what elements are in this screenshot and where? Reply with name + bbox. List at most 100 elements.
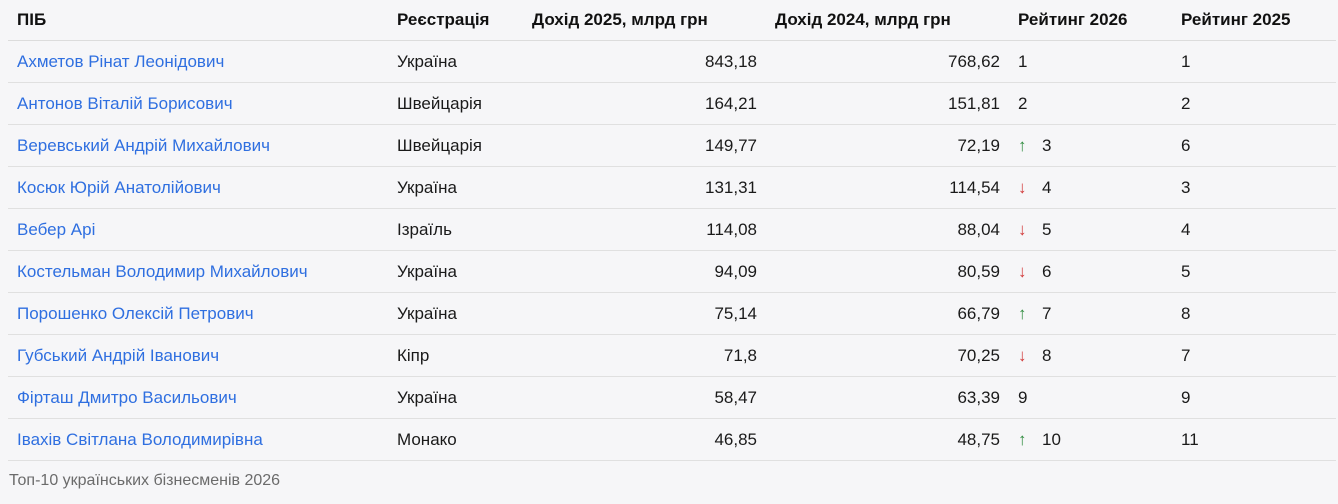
cell-income-2024: 72,19 — [766, 124, 1009, 167]
cell-rank-2025: 9 — [1172, 376, 1336, 419]
table-header: ПІБ Реєстрація Дохід 2025, млрд грн Дохі… — [8, 0, 1336, 41]
cell-registration: Україна — [388, 40, 523, 83]
cell-name: Ахметов Рінат Леонідович — [8, 40, 388, 83]
person-name-link[interactable]: Фірташ Дмитро Васильович — [17, 387, 237, 407]
rank-2026-value: 4 — [1042, 177, 1052, 197]
header-rank-2026[interactable]: Рейтинг 2026 — [1009, 0, 1172, 41]
rank-2026-value: 3 — [1042, 135, 1052, 155]
table-row: Вебер Арі Ізраїль 114,08 88,04 ↓ 5 4 — [8, 208, 1336, 251]
cell-registration: Швейцарія — [388, 82, 523, 125]
person-name-link[interactable]: Івахів Світлана Володимирівна — [17, 429, 263, 449]
cell-rank-2026: ↑ 3 — [1009, 124, 1172, 167]
table-caption: Топ-10 українських бізнесменів 2026 — [9, 472, 281, 489]
cell-registration: Україна — [388, 376, 523, 419]
cell-registration: Монако — [388, 418, 523, 461]
table-row: Антонов Віталій Борисович Швейцарія 164,21… — [8, 82, 1336, 125]
cell-rank-2026: 9 — [1009, 376, 1172, 419]
cell-rank-2025: 4 — [1172, 208, 1336, 251]
cell-rank-2025: 8 — [1172, 292, 1336, 335]
cell-rank-2026: ↑ 7 — [1009, 292, 1172, 335]
table-body: Ахметов Рінат Леонідович Україна 843,18 768… — [8, 40, 1336, 461]
person-name-link[interactable]: Косюк Юрій Анатолійович — [17, 177, 221, 197]
table-row: Косюк Юрій Анатолійович Україна 131,31 114,… — [8, 166, 1336, 209]
table-row: Порошенко Олексій Петрович Україна 75,14 66… — [8, 292, 1336, 335]
cell-income-2024: 768,62 — [766, 40, 1009, 83]
header-registration[interactable]: Реєстрація — [388, 0, 523, 41]
cell-name: Фірташ Дмитро Васильович — [8, 376, 388, 419]
person-name-link[interactable]: Порошенко Олексій Петрович — [17, 303, 254, 323]
arrow-down-icon: ↓ — [1018, 177, 1027, 197]
rank-2026-value: 2 — [1018, 93, 1028, 113]
cell-name: Порошенко Олексій Петрович — [8, 292, 388, 335]
table-row: Костельман Володимир Михайлович Україна 94… — [8, 250, 1336, 293]
cell-rank-2026: ↓ 6 — [1009, 250, 1172, 293]
cell-rank-2026: ↓ 5 — [1009, 208, 1172, 251]
cell-registration: Ізраїль — [388, 208, 523, 251]
person-name-link[interactable]: Губський Андрій Іванович — [17, 345, 220, 365]
person-name-link[interactable]: Костельман Володимир Михайлович — [17, 261, 308, 281]
cell-income-2025: 46,85 — [523, 418, 766, 461]
table-row: Губський Андрій Іванович Кіпр 71,8 70,25 ↓ 8 7 — [8, 334, 1336, 377]
arrow-up-icon: ↑ — [1018, 429, 1027, 449]
cell-name: Губський Андрій Іванович — [8, 334, 388, 377]
cell-income-2025: 75,14 — [523, 292, 766, 335]
arrow-down-icon: ↓ — [1018, 261, 1027, 281]
table-row: Веревський Андрій Михайлович Швейцарія 149… — [8, 124, 1336, 167]
cell-name: Антонов Віталій Борисович — [8, 82, 388, 125]
cell-name: Косюк Юрій Анатолійович — [8, 166, 388, 209]
person-name-link[interactable]: Антонов Віталій Борисович — [17, 93, 233, 113]
header-row: ПІБ Реєстрація Дохід 2025, млрд грн Дохі… — [8, 0, 1336, 41]
cell-income-2025: 58,47 — [523, 376, 766, 419]
cell-rank-2025: 6 — [1172, 124, 1336, 167]
person-name-link[interactable]: Веревський Андрій Михайлович — [17, 135, 271, 155]
cell-income-2025: 843,18 — [523, 40, 766, 83]
cell-rank-2026: ↓ 8 — [1009, 334, 1172, 377]
cell-income-2024: 114,54 — [766, 166, 1009, 209]
table-row: Фірташ Дмитро Васильович Україна 58,47 63,3… — [8, 376, 1336, 419]
cell-income-2025: 149,77 — [523, 124, 766, 167]
cell-income-2025: 71,8 — [523, 334, 766, 377]
arrow-up-icon: ↑ — [1018, 303, 1027, 323]
rank-2026-value: 1 — [1018, 51, 1028, 71]
cell-income-2025: 164,21 — [523, 82, 766, 125]
rank-2026-value: 7 — [1042, 303, 1052, 323]
cell-name: Костельман Володимир Михайлович — [8, 250, 388, 293]
cell-income-2025: 94,09 — [523, 250, 766, 293]
cell-income-2024: 151,81 — [766, 82, 1009, 125]
cell-income-2024: 66,79 — [766, 292, 1009, 335]
rank-2026-value: 8 — [1042, 345, 1052, 365]
cell-income-2025: 114,08 — [523, 208, 766, 251]
arrow-down-icon: ↓ — [1018, 345, 1027, 365]
cell-rank-2025: 3 — [1172, 166, 1336, 209]
rank-2026-value: 6 — [1042, 261, 1052, 281]
person-name-link[interactable]: Вебер Арі — [17, 219, 96, 239]
header-name[interactable]: ПІБ — [8, 0, 388, 41]
cell-name: Вебер Арі — [8, 208, 388, 251]
header-income-2025[interactable]: Дохід 2025, млрд грн — [523, 0, 766, 41]
cell-registration: Україна — [388, 292, 523, 335]
ranking-table: ПІБ Реєстрація Дохід 2025, млрд грн Дохі… — [8, 0, 1336, 461]
cell-registration: Україна — [388, 166, 523, 209]
cell-registration: Кіпр — [388, 334, 523, 377]
table-row: Ахметов Рінат Леонідович Україна 843,18 768… — [8, 40, 1336, 83]
header-rank-2025[interactable]: Рейтинг 2025 — [1172, 0, 1336, 41]
rank-2026-value: 10 — [1042, 429, 1061, 449]
cell-name: Івахів Світлана Володимирівна — [8, 418, 388, 461]
header-income-2024[interactable]: Дохід 2024, млрд грн — [766, 0, 1009, 41]
cell-name: Веревський Андрій Михайлович — [8, 124, 388, 167]
cell-rank-2026: 1 — [1009, 40, 1172, 83]
cell-rank-2026: 2 — [1009, 82, 1172, 125]
arrow-down-icon: ↓ — [1018, 219, 1027, 239]
rank-2026-value: 9 — [1018, 387, 1028, 407]
person-name-link[interactable]: Ахметов Рінат Леонідович — [17, 51, 225, 71]
cell-income-2024: 80,59 — [766, 250, 1009, 293]
cell-rank-2026: ↓ 4 — [1009, 166, 1172, 209]
cell-income-2024: 63,39 — [766, 376, 1009, 419]
cell-income-2024: 88,04 — [766, 208, 1009, 251]
cell-rank-2025: 5 — [1172, 250, 1336, 293]
cell-rank-2025: 7 — [1172, 334, 1336, 377]
cell-income-2024: 48,75 — [766, 418, 1009, 461]
cell-rank-2026: ↑ 10 — [1009, 418, 1172, 461]
cell-income-2025: 131,31 — [523, 166, 766, 209]
